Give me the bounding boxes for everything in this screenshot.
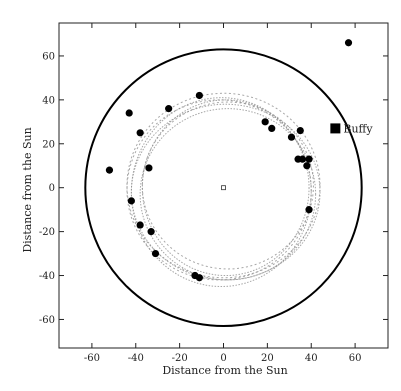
belt-ring <box>141 101 314 270</box>
axis-ticks: -60 -40 -20 0 20 40 60 -60 -40 -20 0 20 40 60 <box>39 23 388 364</box>
data-point <box>136 129 144 137</box>
kuiper-belt-rings <box>126 92 321 288</box>
x-tick-label: -20 <box>172 353 188 364</box>
x-tick-label: 20 <box>261 353 274 364</box>
x-tick-label: -60 <box>84 353 100 364</box>
data-point <box>296 127 304 135</box>
belt-ring <box>141 99 310 277</box>
buffy-label: Buffy <box>343 122 373 135</box>
data-point <box>261 118 269 126</box>
y-tick-label: 60 <box>42 51 55 62</box>
data-point <box>136 221 144 229</box>
belt-ring <box>139 108 317 281</box>
data-point <box>298 155 307 163</box>
data-point <box>165 105 173 113</box>
y-axis-label: Distance from the Sun <box>21 127 34 252</box>
data-point <box>287 133 296 141</box>
y-tick-label: -60 <box>39 315 55 326</box>
y-tick-label: 20 <box>42 139 55 150</box>
x-axis-label: Distance from the Sun <box>162 364 287 377</box>
data-point <box>305 155 313 163</box>
data-point <box>147 228 155 236</box>
x-tick-label: 40 <box>305 353 318 364</box>
data-point <box>145 164 153 172</box>
data-point <box>125 109 133 117</box>
data-point <box>195 91 203 100</box>
data-point <box>151 249 160 258</box>
y-tick-label: 0 <box>49 183 55 194</box>
object-points: Buffy <box>105 39 373 282</box>
y-tick-label: 40 <box>42 95 55 106</box>
x-tick-label: 0 <box>220 353 226 364</box>
outer-orbit-circle <box>84 48 363 328</box>
sun-marker <box>221 185 226 191</box>
data-point <box>344 39 353 47</box>
x-tick-label: -40 <box>128 353 144 364</box>
data-point <box>195 274 203 282</box>
data-point <box>105 166 114 174</box>
data-point <box>303 162 311 170</box>
y-tick-label: -40 <box>39 271 55 282</box>
data-point <box>127 197 135 205</box>
data-point <box>305 206 313 214</box>
outer-circle <box>84 48 363 328</box>
y-tick-label: -20 <box>39 227 55 238</box>
x-tick-label: 60 <box>349 353 362 364</box>
data-point <box>268 124 276 133</box>
belt-ring <box>130 103 321 281</box>
buffy-marker <box>330 123 341 134</box>
